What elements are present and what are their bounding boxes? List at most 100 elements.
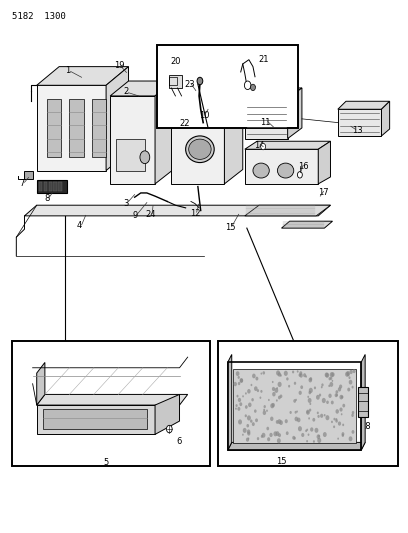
- Circle shape: [277, 382, 282, 387]
- Circle shape: [247, 430, 251, 434]
- Polygon shape: [171, 83, 243, 97]
- Circle shape: [264, 405, 266, 408]
- Circle shape: [330, 372, 334, 377]
- Circle shape: [349, 379, 353, 385]
- Circle shape: [347, 373, 350, 376]
- Polygon shape: [69, 99, 84, 157]
- Circle shape: [321, 386, 323, 389]
- Circle shape: [325, 373, 329, 378]
- Circle shape: [313, 440, 315, 443]
- Text: 1: 1: [65, 66, 70, 75]
- Bar: [49, 182, 52, 191]
- Circle shape: [257, 437, 259, 440]
- Circle shape: [261, 143, 266, 150]
- Circle shape: [237, 407, 240, 411]
- Circle shape: [306, 410, 310, 415]
- Circle shape: [272, 387, 275, 391]
- Circle shape: [275, 431, 279, 436]
- Text: 7: 7: [20, 180, 25, 188]
- Polygon shape: [92, 99, 106, 157]
- Ellipse shape: [253, 163, 269, 178]
- Circle shape: [270, 417, 273, 421]
- Circle shape: [338, 422, 341, 426]
- Circle shape: [237, 395, 239, 398]
- Circle shape: [285, 419, 288, 423]
- Polygon shape: [37, 394, 188, 405]
- Bar: [233, 369, 356, 443]
- Circle shape: [307, 395, 309, 398]
- Circle shape: [260, 390, 262, 393]
- Circle shape: [261, 435, 263, 438]
- Circle shape: [308, 378, 312, 383]
- Circle shape: [251, 398, 254, 401]
- Circle shape: [252, 374, 256, 378]
- Polygon shape: [318, 141, 330, 184]
- Circle shape: [341, 413, 342, 415]
- Circle shape: [255, 418, 258, 422]
- Circle shape: [336, 394, 338, 397]
- Text: 20: 20: [170, 57, 181, 66]
- Circle shape: [238, 398, 241, 402]
- Polygon shape: [245, 99, 288, 139]
- Circle shape: [276, 420, 279, 424]
- Ellipse shape: [186, 136, 214, 163]
- Circle shape: [235, 407, 237, 410]
- Circle shape: [351, 414, 354, 417]
- Polygon shape: [288, 88, 302, 139]
- Polygon shape: [338, 109, 381, 136]
- Text: 13: 13: [352, 126, 362, 135]
- Circle shape: [328, 377, 331, 381]
- Circle shape: [273, 431, 277, 437]
- Circle shape: [294, 382, 296, 385]
- Circle shape: [235, 404, 238, 407]
- Circle shape: [319, 393, 321, 397]
- Circle shape: [257, 389, 259, 392]
- Bar: [218, 341, 398, 466]
- Text: 21: 21: [258, 55, 268, 64]
- Circle shape: [331, 421, 333, 423]
- Circle shape: [272, 381, 274, 383]
- Circle shape: [330, 382, 333, 387]
- Circle shape: [296, 410, 298, 413]
- Circle shape: [315, 428, 318, 433]
- Circle shape: [277, 419, 281, 424]
- Circle shape: [277, 438, 281, 443]
- Circle shape: [233, 382, 237, 386]
- Circle shape: [341, 395, 344, 399]
- Circle shape: [346, 371, 350, 376]
- Circle shape: [347, 387, 350, 392]
- Circle shape: [314, 386, 316, 389]
- Polygon shape: [110, 81, 173, 96]
- Circle shape: [293, 399, 296, 403]
- Bar: [37, 180, 67, 193]
- Circle shape: [328, 385, 330, 387]
- Circle shape: [297, 172, 302, 178]
- Circle shape: [335, 418, 337, 421]
- Text: 10: 10: [199, 111, 209, 120]
- Text: 18: 18: [360, 422, 370, 431]
- Circle shape: [247, 431, 251, 435]
- Circle shape: [292, 370, 294, 374]
- Circle shape: [323, 432, 327, 437]
- Circle shape: [269, 433, 273, 437]
- Circle shape: [251, 384, 253, 386]
- Bar: [12, 341, 210, 466]
- Circle shape: [316, 395, 320, 400]
- Circle shape: [309, 388, 313, 393]
- Circle shape: [322, 398, 326, 403]
- Polygon shape: [47, 99, 61, 157]
- Text: 23: 23: [184, 80, 195, 89]
- Polygon shape: [282, 221, 333, 228]
- Circle shape: [247, 415, 251, 421]
- Circle shape: [345, 372, 349, 377]
- Bar: [116, 139, 145, 171]
- Circle shape: [238, 382, 240, 385]
- Text: 5182  1300: 5182 1300: [12, 12, 66, 21]
- Polygon shape: [338, 101, 390, 109]
- Polygon shape: [106, 67, 129, 171]
- Circle shape: [243, 428, 246, 433]
- Circle shape: [288, 385, 290, 387]
- Text: 6: 6: [177, 437, 182, 446]
- Circle shape: [341, 432, 344, 436]
- Circle shape: [297, 370, 299, 373]
